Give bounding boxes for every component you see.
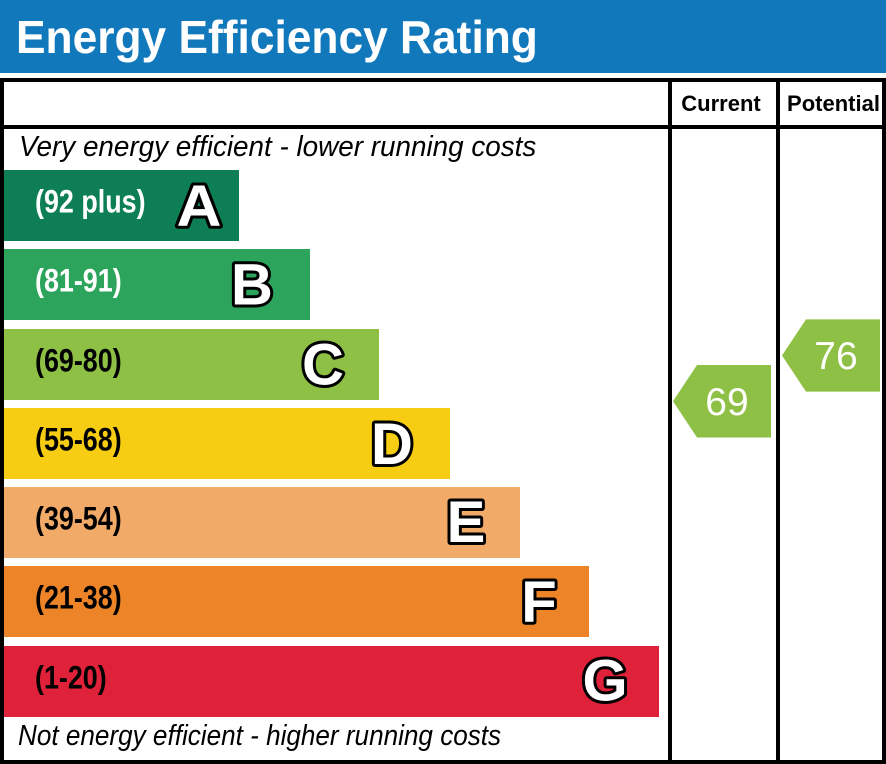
svg-text:E: E [447, 490, 486, 555]
svg-text:69: 69 [705, 381, 748, 424]
svg-text:76: 76 [814, 335, 857, 378]
svg-text:G: G [582, 649, 627, 714]
svg-text:B: B [231, 253, 273, 318]
svg-text:A: A [177, 174, 222, 239]
svg-text:D: D [371, 412, 413, 477]
svg-text:F: F [521, 570, 556, 635]
svg-text:C: C [302, 333, 344, 398]
